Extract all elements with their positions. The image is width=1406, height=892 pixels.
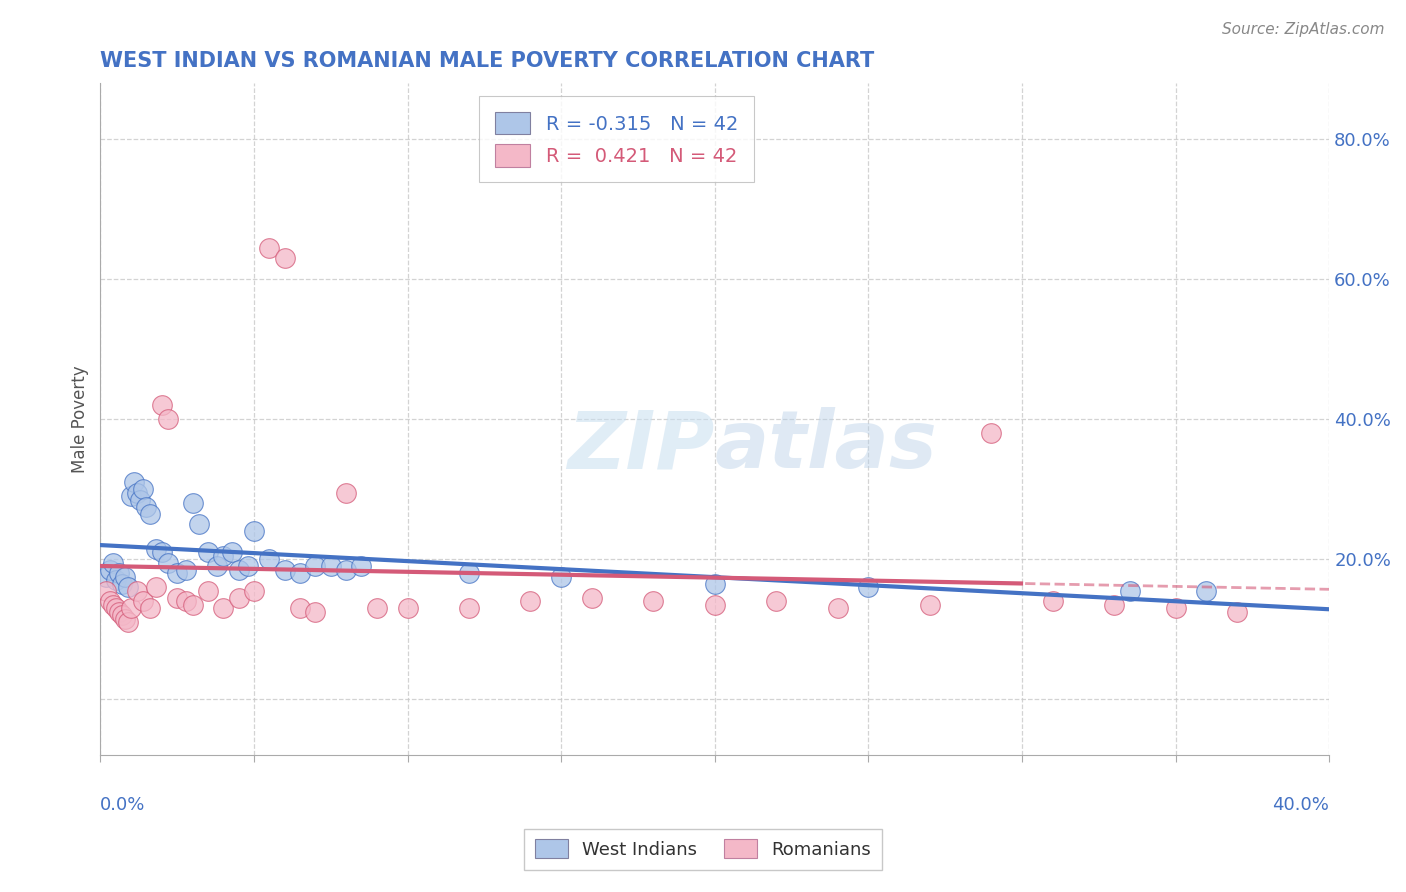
Point: [918, 598, 941, 612]
Point: [519, 594, 541, 608]
Point: [150, 398, 173, 412]
Text: atlas: atlas: [714, 408, 938, 485]
Point: [827, 601, 849, 615]
Point: [858, 580, 880, 594]
Point: [304, 605, 326, 619]
Point: [187, 517, 209, 532]
Point: [273, 563, 295, 577]
Point: [98, 594, 121, 608]
Point: [1226, 605, 1249, 619]
Point: [135, 500, 157, 514]
Point: [156, 412, 179, 426]
Point: [703, 598, 725, 612]
Point: [117, 580, 139, 594]
Point: [98, 563, 121, 577]
Point: [197, 583, 219, 598]
Point: [259, 552, 281, 566]
Point: [703, 577, 725, 591]
Point: [1102, 598, 1125, 612]
Point: [1118, 583, 1140, 598]
Point: [104, 601, 127, 615]
Point: [1195, 583, 1218, 598]
Point: [138, 601, 160, 615]
Point: [150, 545, 173, 559]
Point: [335, 486, 357, 500]
Text: Source: ZipAtlas.com: Source: ZipAtlas.com: [1222, 22, 1385, 37]
Legend: R = -0.315   N = 42, R =  0.421   N = 42: R = -0.315 N = 42, R = 0.421 N = 42: [479, 96, 754, 182]
Point: [181, 496, 204, 510]
Point: [96, 583, 118, 598]
Point: [145, 541, 167, 556]
Point: [132, 483, 155, 497]
Point: [221, 545, 243, 559]
Text: 40.0%: 40.0%: [1272, 796, 1329, 814]
Point: [1042, 594, 1064, 608]
Point: [197, 545, 219, 559]
Point: [111, 608, 134, 623]
Point: [114, 612, 136, 626]
Point: [117, 615, 139, 630]
Point: [129, 492, 152, 507]
Point: [396, 601, 419, 615]
Point: [120, 489, 142, 503]
Point: [212, 601, 235, 615]
Point: [319, 559, 342, 574]
Point: [132, 594, 155, 608]
Point: [550, 570, 572, 584]
Point: [107, 566, 129, 581]
Point: [228, 563, 250, 577]
Point: [138, 507, 160, 521]
Point: [101, 556, 124, 570]
Point: [127, 486, 149, 500]
Point: [273, 252, 295, 266]
Point: [166, 591, 188, 605]
Point: [288, 601, 311, 615]
Point: [980, 426, 1002, 441]
Point: [1164, 601, 1187, 615]
Point: [96, 570, 118, 584]
Point: [458, 566, 481, 581]
Point: [127, 583, 149, 598]
Point: [122, 475, 145, 490]
Point: [181, 598, 204, 612]
Point: [114, 570, 136, 584]
Point: [176, 594, 198, 608]
Point: [212, 549, 235, 563]
Point: [304, 559, 326, 574]
Point: [259, 241, 281, 255]
Legend: West Indians, Romanians: West Indians, Romanians: [524, 829, 882, 870]
Point: [366, 601, 388, 615]
Point: [243, 524, 266, 539]
Point: [101, 598, 124, 612]
Y-axis label: Male Poverty: Male Poverty: [72, 366, 89, 473]
Point: [458, 601, 481, 615]
Point: [643, 594, 665, 608]
Point: [104, 574, 127, 588]
Text: WEST INDIAN VS ROMANIAN MALE POVERTY CORRELATION CHART: WEST INDIAN VS ROMANIAN MALE POVERTY COR…: [100, 51, 875, 70]
Point: [145, 580, 167, 594]
Point: [288, 566, 311, 581]
Point: [166, 566, 188, 581]
Point: [765, 594, 787, 608]
Point: [236, 559, 259, 574]
Point: [120, 601, 142, 615]
Point: [156, 556, 179, 570]
Text: 0.0%: 0.0%: [100, 796, 146, 814]
Point: [111, 577, 134, 591]
Point: [335, 563, 357, 577]
Point: [205, 559, 228, 574]
Point: [350, 559, 373, 574]
Point: [176, 563, 198, 577]
Point: [581, 591, 603, 605]
Point: [243, 583, 266, 598]
Point: [107, 605, 129, 619]
Text: ZIP: ZIP: [568, 408, 714, 485]
Point: [228, 591, 250, 605]
